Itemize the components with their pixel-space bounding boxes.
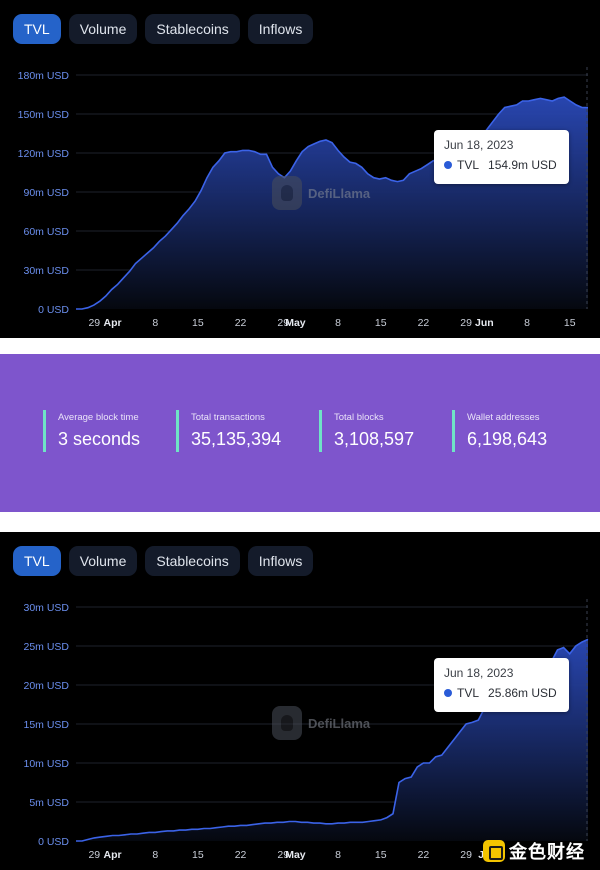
x-tick-label: 29 bbox=[460, 849, 472, 861]
tvl-area-chart[interactable]: 0 USD 5m USD 10m USD 15m USD 20m USD 25m USD 3… bbox=[0, 532, 600, 870]
x-tick-label: 15 bbox=[192, 317, 204, 329]
y-tick-label: 10m USD bbox=[23, 758, 69, 770]
jinse-logo-icon bbox=[483, 840, 505, 862]
tooltip-value: 154.9m USD bbox=[488, 158, 557, 172]
chart-tooltip: Jun 18, 2023 TVL 25.86m USD bbox=[434, 658, 569, 712]
y-tick-label: 150m USD bbox=[18, 109, 70, 121]
watermark-text: DefiLlama bbox=[308, 185, 371, 201]
stat-average-block-time: Average block time 3 seconds bbox=[43, 410, 140, 452]
x-tick-label: 22 bbox=[418, 849, 430, 861]
tooltip-series: TVL bbox=[457, 158, 480, 172]
stat-value: 3,108,597 bbox=[334, 429, 415, 449]
stat-label: Total transactions bbox=[191, 412, 265, 423]
tab-tvl[interactable]: TVL bbox=[13, 546, 61, 576]
chain-stats-band: Average block time 3 seconds Total trans… bbox=[0, 354, 600, 512]
stat-label: Wallet addresses bbox=[467, 412, 540, 423]
x-tick-label: Apr bbox=[104, 849, 122, 861]
tab-inflows[interactable]: Inflows bbox=[247, 546, 314, 576]
y-tick-label: 60m USD bbox=[23, 226, 69, 238]
y-tick-label: 20m USD bbox=[23, 680, 69, 692]
stat-total-blocks: Total blocks 3,108,597 bbox=[319, 410, 414, 452]
llama-logo-icon bbox=[272, 706, 302, 740]
tab-tvl[interactable]: TVL bbox=[13, 14, 61, 44]
series-dot-icon bbox=[444, 161, 452, 169]
tvl-series-area bbox=[76, 639, 588, 841]
stat-label: Total blocks bbox=[334, 412, 384, 423]
x-tick-label: 8 bbox=[335, 849, 341, 861]
defillama-watermark: DefiLlama bbox=[272, 176, 370, 210]
x-tick-label: 8 bbox=[152, 849, 158, 861]
x-tick-label: 8 bbox=[152, 317, 158, 329]
y-tick-label: 0 USD bbox=[38, 304, 69, 316]
x-tick-label: 8 bbox=[335, 317, 341, 329]
x-tick-label: 15 bbox=[564, 317, 576, 329]
x-tick-label: 29 bbox=[460, 317, 472, 329]
x-tick-label: 29 bbox=[277, 317, 289, 329]
tooltip-date: Jun 18, 2023 bbox=[444, 138, 514, 152]
y-tick-label: 25m USD bbox=[23, 641, 69, 653]
x-tick-label: 22 bbox=[418, 317, 430, 329]
x-tick-label: 29 bbox=[88, 317, 100, 329]
tvl-series-line bbox=[76, 96, 589, 310]
watermark-text: DefiLlama bbox=[308, 715, 371, 731]
tvl-chart-panel-top: TVL Volume Stablecoins Inflows 0 USD 30m … bbox=[0, 0, 600, 338]
tab-stablecoins[interactable]: Stablecoins bbox=[145, 14, 240, 44]
x-tick-label: 8 bbox=[524, 317, 530, 329]
stat-value: 6,198,643 bbox=[467, 429, 548, 449]
tab-volume[interactable]: Volume bbox=[68, 546, 138, 576]
x-tick-label: Jun bbox=[475, 317, 494, 329]
y-tick-label: 15m USD bbox=[23, 719, 69, 731]
llama-logo-icon bbox=[272, 176, 302, 210]
x-tick-label: Apr bbox=[104, 317, 122, 329]
stat-wallet-addresses: Wallet addresses 6,198,643 bbox=[452, 410, 547, 452]
stat-value: 35,135,394 bbox=[191, 429, 282, 449]
tooltip-value: 25.86m USD bbox=[488, 686, 557, 700]
y-tick-label: 5m USD bbox=[29, 797, 69, 809]
chart-tabs: TVL Volume Stablecoins Inflows bbox=[13, 14, 314, 44]
tvl-chart-panel-bottom: TVL Volume Stablecoins Inflows 0 USD 5m U… bbox=[0, 532, 600, 870]
y-tick-label: 30m USD bbox=[23, 265, 69, 277]
x-tick-label: May bbox=[285, 317, 306, 329]
x-tick-label: 22 bbox=[235, 849, 247, 861]
tab-inflows[interactable]: Inflows bbox=[247, 14, 314, 44]
tab-volume[interactable]: Volume bbox=[68, 14, 138, 44]
jinse-logo: 金色财经 bbox=[483, 838, 585, 864]
jinse-logo-text: 金色财经 bbox=[509, 842, 585, 862]
tvl-series-area bbox=[76, 97, 588, 309]
stat-value: 3 seconds bbox=[58, 429, 141, 449]
x-tick-label: 15 bbox=[375, 317, 387, 329]
x-tick-label: May bbox=[285, 849, 306, 861]
tooltip-series: TVL bbox=[457, 686, 480, 700]
stat-total-transactions: Total transactions 35,135,394 bbox=[176, 410, 281, 452]
tooltip-date: Jun 18, 2023 bbox=[444, 666, 514, 680]
x-tick-label: 22 bbox=[235, 317, 247, 329]
defillama-watermark: DefiLlama bbox=[272, 706, 370, 740]
y-tick-label: 120m USD bbox=[18, 148, 70, 160]
x-tick-label: 29 bbox=[277, 849, 289, 861]
chart-tabs: TVL Volume Stablecoins Inflows bbox=[13, 546, 314, 576]
x-tick-label: 29 bbox=[88, 849, 100, 861]
tvl-area-chart[interactable]: 0 USD 30m USD 60m USD 90m USD 120m USD 150m U… bbox=[0, 0, 600, 338]
y-tick-label: 90m USD bbox=[23, 187, 69, 199]
tab-stablecoins[interactable]: Stablecoins bbox=[145, 546, 240, 576]
x-tick-label: 15 bbox=[192, 849, 204, 861]
y-tick-label: 30m USD bbox=[23, 602, 69, 614]
y-tick-label: 180m USD bbox=[18, 70, 70, 82]
series-dot-icon bbox=[444, 689, 452, 697]
x-tick-label: 15 bbox=[375, 849, 387, 861]
y-tick-label: 0 USD bbox=[38, 836, 69, 848]
chart-tooltip: Jun 18, 2023 TVL 154.9m USD bbox=[434, 130, 569, 184]
stat-label: Average block time bbox=[58, 412, 139, 423]
